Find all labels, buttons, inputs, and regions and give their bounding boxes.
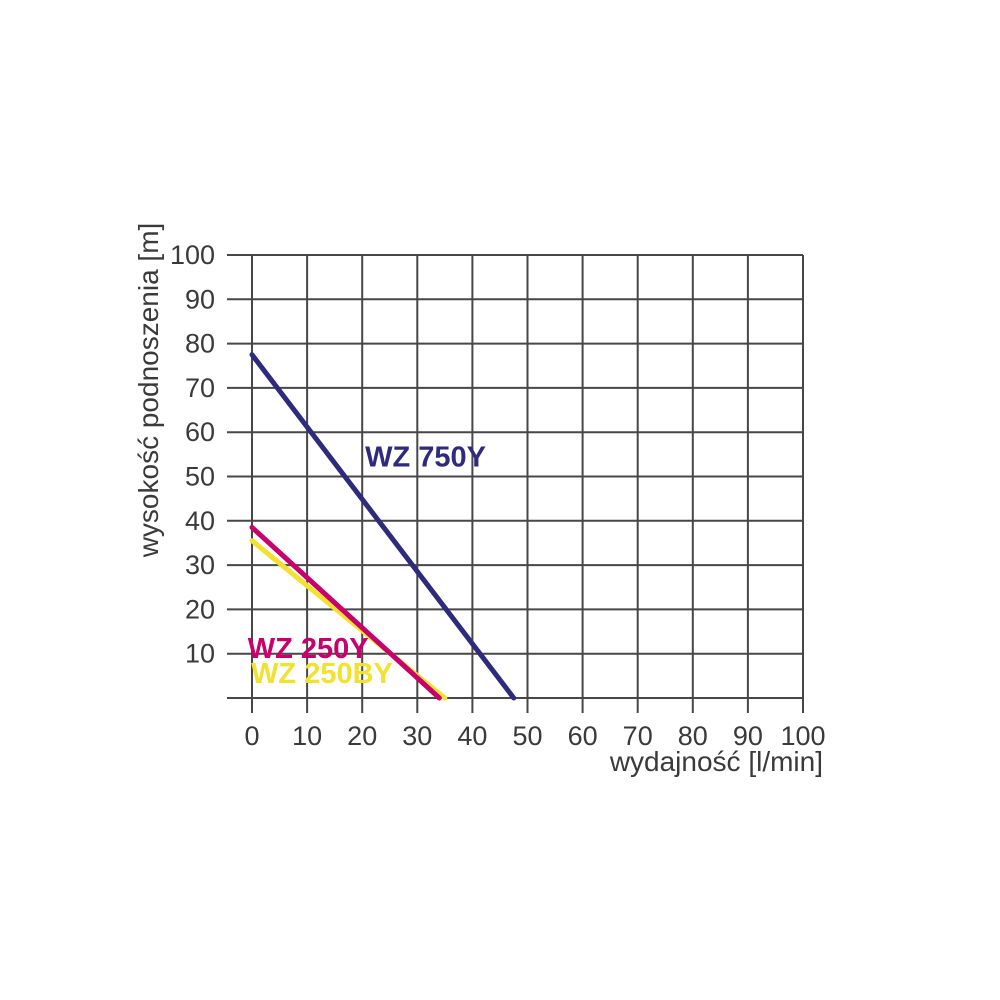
curve-label-wz-250by: WZ 250BY: [251, 658, 393, 690]
y-tick-label: 10: [185, 639, 215, 669]
y-tick-label: 60: [185, 417, 215, 447]
x-tick-label: 20: [347, 721, 377, 751]
x-tick-label: 100: [780, 721, 825, 751]
grid-lines: [227, 254, 804, 713]
y-tick-label: 80: [185, 329, 215, 359]
curve-label-wz-750y: WZ 750Y: [365, 442, 486, 474]
y-tick-label: 70: [185, 373, 215, 403]
curve-wz-250y: [249, 524, 442, 701]
y-tick-label: 20: [185, 594, 215, 624]
x-tick-label: 90: [733, 721, 763, 751]
y-tick-label: 40: [185, 506, 215, 536]
x-tick-label: 40: [457, 721, 487, 751]
y-tick-label: 30: [185, 550, 215, 580]
y-axis-title: wysokość podnoszenia [m]: [133, 223, 164, 559]
x-tick-label: 30: [402, 721, 432, 751]
x-axis-tick-labels: 0 10 20 30 40 50 60 70 80 90 100: [244, 721, 825, 751]
x-tick-label: 70: [623, 721, 653, 751]
x-tick-label: 10: [292, 721, 322, 751]
x-tick-label: 0: [244, 721, 259, 751]
y-tick-label: 100: [170, 240, 215, 270]
x-axis-title: wydajność [l/min]: [609, 746, 823, 777]
y-axis-tick-labels: 10 20 30 40 50 60 70 80 90 100: [170, 240, 215, 669]
curve-wz-750y: [249, 352, 517, 701]
x-tick-label: 80: [678, 721, 708, 751]
x-tick-label: 60: [568, 721, 598, 751]
curve-label-wz-250y: WZ 250Y: [248, 633, 369, 665]
y-tick-label: 90: [185, 284, 215, 314]
y-tick-label: 50: [185, 462, 215, 492]
series-curves: [249, 352, 517, 701]
x-tick-label: 50: [512, 721, 542, 751]
